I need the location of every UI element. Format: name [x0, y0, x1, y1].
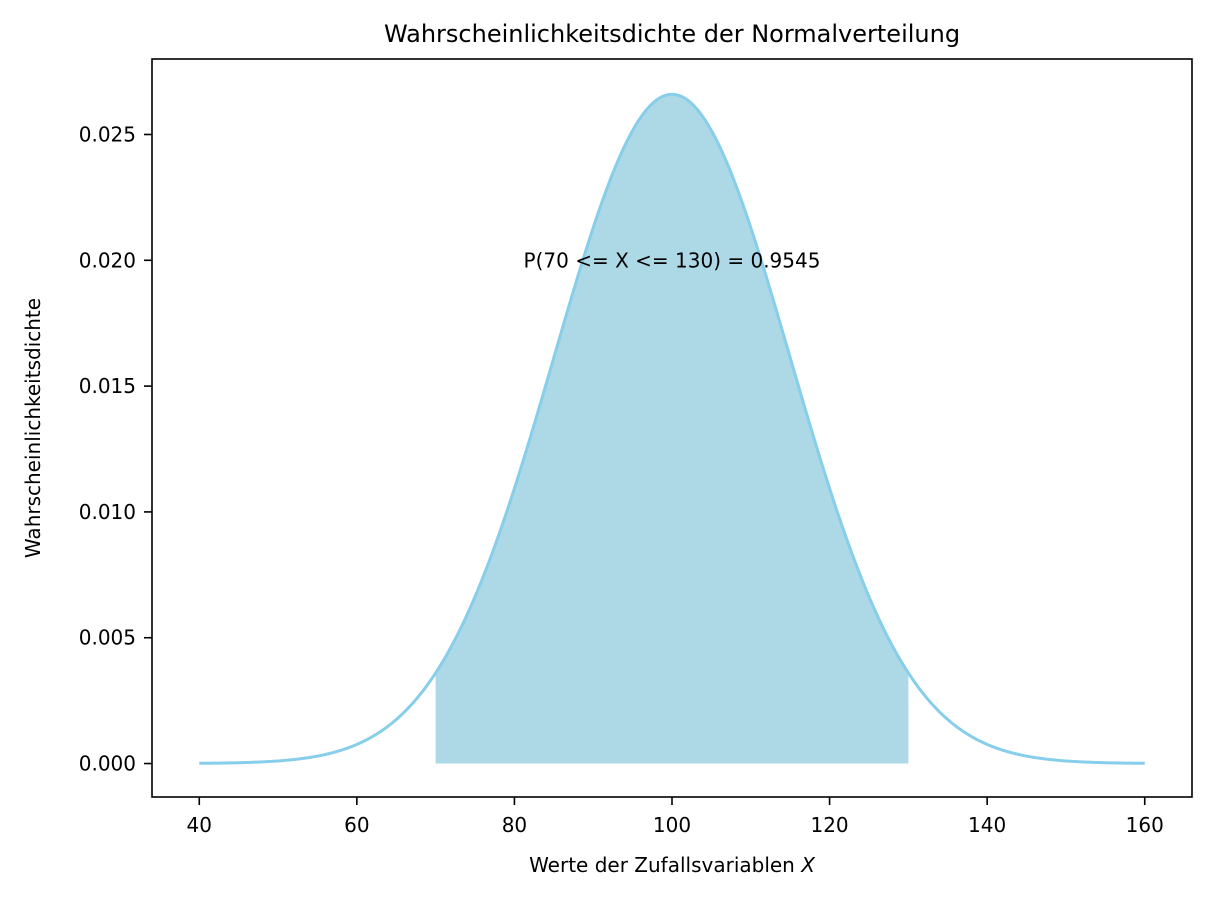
- y-tick-label: 0.000: [79, 752, 136, 776]
- x-axis-title-variable: X: [800, 853, 816, 877]
- x-tick-label: 140: [968, 813, 1006, 837]
- probability-fill-area: [435, 94, 909, 764]
- x-tick-label: 60: [344, 813, 369, 837]
- x-axis-title-text: Werte der Zufallsvariablen: [529, 853, 801, 877]
- x-axis-ticks: 40 60 80 100 120 140 160: [187, 797, 1164, 837]
- density-curve: [199, 92, 1145, 765]
- y-axis-title: Wahrscheinlichkeitsdichte: [21, 298, 45, 558]
- chart-title: Wahrscheinlichkeitsdichte der Normalvert…: [384, 20, 960, 48]
- y-tick-label: 0.020: [79, 248, 136, 272]
- y-tick-label: 0.015: [79, 374, 136, 398]
- y-tick-label: 0.010: [79, 500, 136, 524]
- y-tick-label: 0.025: [79, 122, 136, 146]
- x-tick-label: 120: [810, 813, 848, 837]
- x-tick-label: 100: [653, 813, 691, 837]
- y-axis-ticks: 0.000 0.005 0.010 0.015 0.020 0.025: [79, 122, 152, 776]
- y-tick-label: 0.005: [79, 626, 136, 650]
- probability-annotation: P(70 <= X <= 130) = 0.9545: [524, 248, 821, 272]
- x-tick-label: 160: [1126, 813, 1164, 837]
- x-tick-label: 80: [502, 813, 527, 837]
- x-axis-title: Werte der Zufallsvariablen X: [529, 853, 816, 877]
- x-tick-label: 40: [187, 813, 212, 837]
